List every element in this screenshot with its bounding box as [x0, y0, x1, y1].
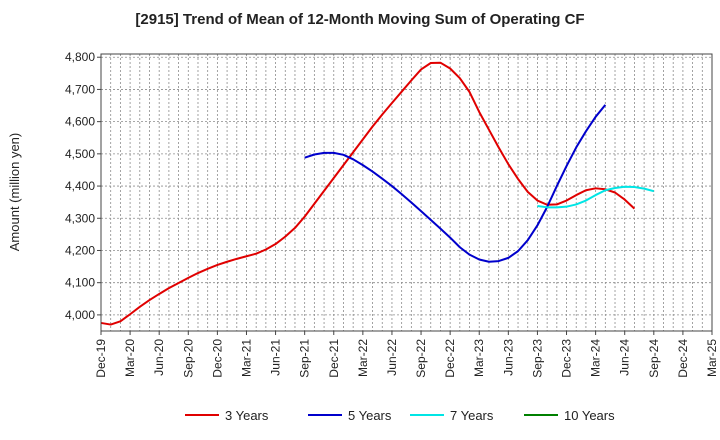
y-tick-label: 4,700 — [65, 82, 95, 96]
x-tick-label: Jun-22 — [385, 339, 399, 376]
y-tick-label: 4,100 — [65, 276, 95, 290]
x-tick-label: Sep-21 — [298, 339, 312, 378]
grid — [101, 54, 712, 331]
y-tick-label: 4,000 — [65, 308, 95, 322]
y-axis-label: Amount (million yen) — [7, 133, 22, 252]
x-tick-label: Jun-21 — [269, 339, 283, 376]
x-tick-label: Sep-23 — [530, 339, 544, 378]
legend-label: 7 Years — [450, 408, 494, 423]
x-tick-label: Mar-20 — [123, 339, 137, 377]
x-tick-label: Jun-24 — [618, 339, 632, 376]
plot-frame — [100, 53, 713, 332]
chart-title: [2915] Trend of Mean of 12-Month Moving … — [135, 11, 584, 28]
x-tick-label: Mar-21 — [239, 339, 253, 377]
x-tick-label: Mar-22 — [356, 339, 370, 377]
y-axis-ticks: 4,000 4,100 4,200 4,300 4,400 4,500 4,600 4,700… — [65, 50, 101, 322]
x-tick-label: Sep-22 — [414, 339, 428, 378]
series-lines — [100, 61, 655, 326]
x-tick-label: Dec-19 — [94, 339, 108, 378]
y-tick-label: 4,300 — [65, 211, 95, 225]
x-tick-label: Dec-24 — [676, 339, 690, 378]
x-tick-label: Sep-20 — [181, 339, 195, 378]
y-tick-label: 4,400 — [65, 179, 95, 193]
y-tick-label: 4,600 — [65, 115, 95, 129]
legend-label: 5 Years — [348, 408, 392, 423]
x-tick-label: Mar-23 — [472, 339, 486, 377]
series-line-5-years — [304, 104, 607, 263]
x-tick-label: Dec-23 — [560, 339, 574, 378]
x-tick-label: Jun-20 — [152, 339, 166, 376]
x-tick-label: Dec-22 — [443, 339, 457, 378]
x-tick-label: Dec-20 — [210, 339, 224, 378]
y-tick-label: 4,800 — [65, 50, 95, 64]
series-line-3-years — [100, 61, 636, 326]
x-axis-ticks: Dec-19 Mar-20 Jun-20 Sep-20 Dec-20 Mar-21 Jun-… — [94, 331, 719, 378]
legend-label: 10 Years — [564, 408, 615, 423]
y-tick-label: 4,500 — [65, 147, 95, 161]
legend: 3 Years 5 Years 7 Years 10 Years — [185, 408, 615, 423]
x-tick-label: Mar-24 — [589, 339, 603, 377]
x-tick-label: Dec-21 — [327, 339, 341, 378]
legend-label: 3 Years — [225, 408, 269, 423]
x-tick-label: Sep-24 — [647, 339, 661, 378]
series-line-7-years — [537, 185, 655, 209]
x-tick-label: Jun-23 — [501, 339, 515, 376]
x-tick-label: Mar-25 — [705, 339, 719, 377]
y-tick-label: 4,200 — [65, 243, 95, 257]
